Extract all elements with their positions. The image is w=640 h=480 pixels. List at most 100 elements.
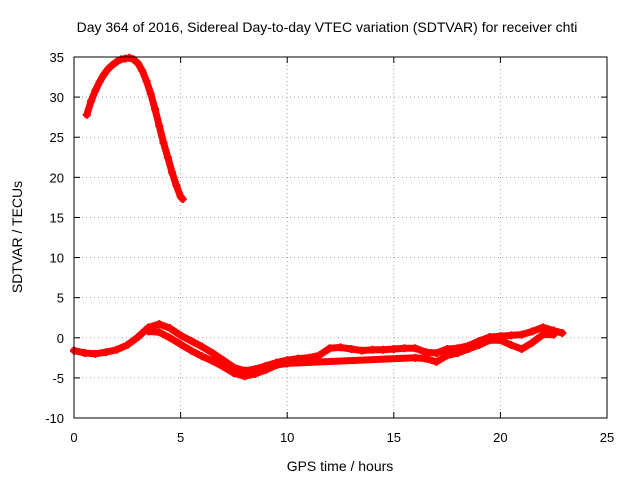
data-point <box>485 336 494 345</box>
data-point <box>539 330 548 339</box>
data-point <box>155 121 164 130</box>
data-point <box>464 345 473 354</box>
y-tick-label: 15 <box>50 210 64 225</box>
data-point <box>453 349 462 358</box>
x-tick-label: 20 <box>493 430 507 445</box>
data-point <box>163 153 172 162</box>
data-point <box>208 357 217 366</box>
data-point <box>219 362 228 371</box>
data-point <box>558 328 567 337</box>
data-point <box>133 59 142 68</box>
data-point <box>172 181 181 190</box>
data-point <box>133 332 142 341</box>
data-point <box>496 336 505 345</box>
data-point <box>112 57 121 66</box>
data-point <box>240 372 249 381</box>
data-point <box>91 349 100 358</box>
data-point <box>443 351 452 360</box>
y-tick-label: 0 <box>57 331 64 346</box>
data-point <box>432 349 441 358</box>
data-point <box>411 344 420 353</box>
data-point <box>421 354 430 363</box>
data-point <box>368 345 377 354</box>
data-point <box>176 331 185 340</box>
y-tick-label: 35 <box>50 50 64 65</box>
data-point <box>125 53 134 62</box>
data-points <box>70 53 567 381</box>
data-point <box>261 365 270 374</box>
data-point <box>165 324 174 333</box>
data-point <box>229 369 238 378</box>
data-point <box>357 346 366 355</box>
series-band-A <box>70 320 567 375</box>
data-point <box>539 323 548 332</box>
data-point <box>168 168 177 177</box>
y-tick-label: 30 <box>50 90 64 105</box>
data-point <box>432 357 441 366</box>
data-point <box>379 345 388 354</box>
series-trace <box>145 327 558 380</box>
axis-ticks: 0 5 10 15 20 25 -10 -5 0 5 10 15 20 25 30 35 <box>45 50 614 445</box>
data-point <box>80 349 89 358</box>
data-point <box>283 359 292 368</box>
data-point <box>123 340 132 349</box>
data-point <box>411 353 420 362</box>
data-point <box>272 361 281 370</box>
data-point <box>507 331 516 340</box>
data-point <box>325 344 334 353</box>
data-point <box>142 77 151 86</box>
data-point <box>108 61 117 70</box>
data-point <box>197 342 206 351</box>
data-point <box>187 346 196 355</box>
data-point <box>549 330 558 339</box>
x-tick-label: 0 <box>70 430 77 445</box>
series-high-arc <box>82 53 187 203</box>
y-tick-label: 20 <box>50 170 64 185</box>
data-point <box>144 327 153 336</box>
data-point <box>112 345 121 354</box>
y-tick-label: -5 <box>52 371 64 386</box>
data-point <box>91 86 100 95</box>
data-point <box>208 349 217 358</box>
data-point <box>528 327 537 336</box>
data-point <box>165 333 174 342</box>
x-tick-label: 25 <box>600 430 614 445</box>
y-tick-label: 25 <box>50 130 64 145</box>
data-point <box>159 138 168 147</box>
data-point <box>315 351 324 360</box>
data-point <box>101 348 110 357</box>
plot-frame <box>73 56 608 419</box>
y-tick-label: -10 <box>45 411 64 426</box>
data-point <box>475 340 484 349</box>
data-point <box>146 89 155 98</box>
data-point <box>104 65 113 74</box>
y-tick-label: 10 <box>50 251 64 266</box>
data-point <box>176 340 185 349</box>
y-axis-label: SDTVAR / TECUs <box>9 181 25 293</box>
data-point <box>99 70 108 79</box>
data-point <box>178 194 187 203</box>
data-point <box>400 344 409 353</box>
data-point <box>155 328 164 337</box>
data-point <box>251 369 260 378</box>
data-point <box>82 110 91 119</box>
data-point <box>138 66 147 75</box>
data-point <box>389 345 398 354</box>
x-tick-label: 15 <box>387 430 401 445</box>
data-point <box>151 105 160 114</box>
data-point <box>187 336 196 345</box>
x-axis-label: GPS time / hours <box>287 458 394 474</box>
data-point <box>87 97 96 106</box>
y-tick-label: 5 <box>57 291 64 306</box>
data-point <box>336 343 345 352</box>
data-point <box>95 77 104 86</box>
data-point <box>347 345 356 354</box>
series-band-B <box>144 327 558 381</box>
data-point <box>517 345 526 354</box>
data-point <box>197 352 206 361</box>
data-point <box>528 338 537 347</box>
x-tick-label: 5 <box>177 430 184 445</box>
data-point <box>155 320 164 329</box>
chart-title: Day 364 of 2016, Sidereal Day-to-day VTE… <box>77 19 578 35</box>
